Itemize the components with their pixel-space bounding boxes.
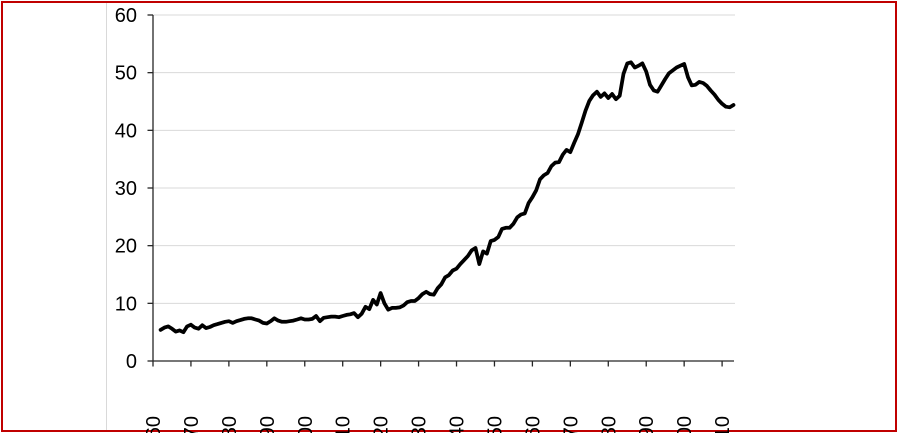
x-tick-label: 1950 [484,416,506,433]
x-axis-labels: 1860 1870 1880 1890 1900 1910 1920 1930 1940 1950… [143,416,734,433]
data-series [158,60,736,335]
left-divider-line [106,3,107,430]
x-tick-label: 1990 [636,416,658,433]
x-tick-label: 1890 [257,416,279,433]
x-tick-label: 1970 [560,416,582,433]
data-series-line [158,60,736,335]
y-axis-labels: 0 10 20 30 40 50 60 [115,5,137,373]
x-tick-label: 1860 [143,416,165,433]
x-tick-label: 1980 [598,416,620,433]
x-tick-label: 1920 [371,416,393,433]
x-tick-label: 1940 [447,416,469,433]
y-axis-ticks [147,14,153,362]
y-tick-label: 40 [115,120,137,142]
x-tick-label: 1880 [219,416,241,433]
x-axis-ticks [152,361,723,367]
x-tick-label: 1960 [522,416,544,433]
x-tick-label: 2010 [712,416,734,433]
x-tick-label: 1900 [295,416,317,433]
x-tick-label: 2000 [674,416,696,433]
y-tick-label: 30 [115,178,137,200]
y-tick-label: 60 [115,5,137,27]
y-tick-label: 0 [126,351,137,373]
gridlines [153,14,735,304]
y-tick-label: 20 [115,236,137,258]
x-tick-label: 1910 [333,416,355,433]
x-tick-label: 1930 [409,416,431,433]
y-tick-label: 10 [115,293,137,315]
x-tick-label: 1870 [181,416,203,433]
y-tick-label: 50 [115,63,137,85]
